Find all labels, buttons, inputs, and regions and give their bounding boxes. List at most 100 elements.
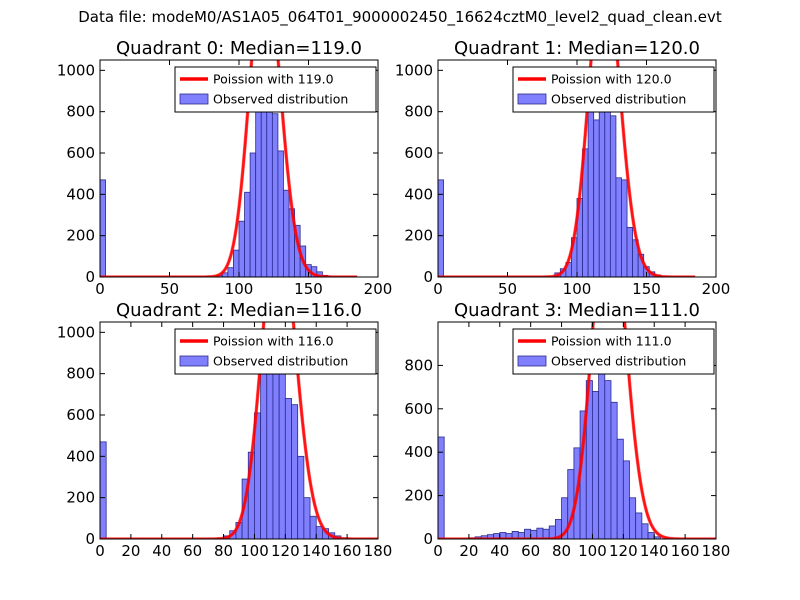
x-tick-label: 160: [333, 542, 362, 560]
x-tick-label: 0: [95, 280, 105, 298]
x-tick-label: 200: [364, 280, 393, 298]
legend-box: [512, 328, 715, 375]
histogram-bar: [610, 401, 618, 539]
legend-line-label: Poission with 119.0: [213, 72, 334, 87]
poisson-curve-core: [100, 60, 358, 277]
legend-bar-label: Observed distribution: [213, 354, 348, 369]
histogram-bar: [592, 391, 600, 539]
histogram-bar: [609, 115, 617, 277]
plot-frame: [437, 321, 717, 540]
histogram-bar: [244, 191, 251, 277]
y-tick-label: 1000: [395, 61, 433, 79]
histogram-bar: [278, 373, 286, 539]
plot-content: [438, 322, 716, 539]
histogram-bar: [438, 436, 445, 539]
x-tick-label: 200: [702, 280, 731, 298]
histogram-bar: [271, 113, 279, 277]
y-tick-label: 200: [66, 489, 95, 507]
y-tick-label: 400: [404, 185, 433, 203]
y-tick-label: 0: [85, 268, 95, 286]
y-tick-label: 400: [66, 185, 95, 203]
x-tick-label: 120: [271, 542, 300, 560]
histogram-bar: [233, 249, 240, 277]
legend-bar-swatch: [517, 93, 547, 105]
poisson-curve-core: [438, 322, 716, 539]
histogram-bar: [260, 107, 268, 277]
quadrant-0-panel: 0 50 100 150 200 0 200 400 600 800 1000 Quadrant 0:…: [57, 38, 393, 298]
legend-box: [174, 328, 377, 375]
histogram-bar: [260, 373, 268, 539]
x-tick-label: 100: [225, 280, 254, 298]
legend-bar-swatch: [179, 93, 209, 105]
x-tick-label: 140: [302, 542, 331, 560]
histogram-bar: [249, 152, 257, 277]
histogram-bar: [604, 380, 612, 539]
y-tick-label: 1000: [57, 61, 95, 79]
histogram-bar: [284, 398, 292, 539]
histogram-bar: [635, 512, 643, 539]
x-tick-label: 120: [609, 542, 638, 560]
x-tick-label: 80: [214, 542, 233, 560]
x-tick-label: 140: [640, 542, 669, 560]
legend: Poission with 119.0 Observed distribution: [174, 66, 377, 113]
histogram-bar: [604, 90, 611, 277]
legend-bar-swatch: [517, 355, 547, 367]
quadrant-3-panel: 0 20 40 60 80 100 120 140 160 180 0 200 400 600 800 Qua…: [404, 300, 730, 560]
y-tick-label: 800: [404, 356, 433, 374]
x-tick-label: 50: [160, 280, 179, 298]
panel-title: Quadrant 3: Median=111.0: [454, 300, 700, 321]
histogram-bar: [315, 526, 323, 539]
x-tick-label: 60: [521, 542, 540, 560]
x-tick-label: 150: [294, 280, 323, 298]
poisson-curve-core: [100, 322, 378, 539]
panel-title: Quadrant 0: Median=119.0: [116, 38, 362, 59]
y-tick-label: 600: [404, 144, 433, 162]
x-tick-label: 20: [121, 542, 140, 560]
y-tick-label: 600: [404, 400, 433, 418]
legend-box: [512, 66, 715, 113]
x-tick-label: 100: [578, 542, 607, 560]
histogram-bar: [647, 532, 655, 539]
x-tick-label: 100: [240, 542, 269, 560]
histogram-bar: [297, 455, 305, 539]
histogram-bar: [272, 348, 280, 539]
histogram-bar: [641, 523, 649, 539]
histogram-bar: [291, 404, 299, 539]
y-tick-label: 600: [66, 144, 95, 162]
legend-bar-label: Observed distribution: [213, 92, 348, 107]
histogram-bar: [622, 460, 630, 539]
y-tick-label: 1000: [57, 323, 95, 341]
x-tick-label: 20: [459, 542, 478, 560]
plot-frame: [99, 321, 379, 540]
y-tick-label: 800: [404, 103, 433, 121]
legend-line-label: Poission with 116.0: [213, 334, 334, 349]
y-tick-label: 800: [66, 365, 95, 383]
x-tick-label: 100: [563, 280, 592, 298]
histogram-bar: [309, 515, 317, 539]
legend-bar-label: Observed distribution: [551, 354, 686, 369]
histogram-bar: [621, 179, 628, 277]
x-tick-label: 80: [552, 542, 571, 560]
x-tick-label: 50: [498, 280, 517, 298]
histogram-bar: [277, 150, 284, 277]
histogram-bar: [616, 438, 624, 539]
x-tick-label: 40: [490, 542, 509, 560]
histogram-bar: [100, 441, 107, 539]
histogram-bar: [238, 220, 245, 277]
panel-title: Quadrant 2: Median=116.0: [116, 300, 362, 321]
y-tick-label: 800: [66, 103, 95, 121]
legend: Poission with 120.0 Observed distribution: [512, 66, 715, 113]
x-tick-label: 0: [433, 542, 443, 560]
legend-bar-swatch: [179, 355, 209, 367]
histogram-bar: [100, 179, 106, 277]
legend-line-label: Poission with 120.0: [551, 72, 672, 87]
quadrant-1-panel: 0 50 100 150 200 0 200 400 600 800 1000 Quadrant 1:…: [395, 38, 731, 298]
x-tick-label: 0: [95, 542, 105, 560]
legend-box: [174, 66, 377, 113]
histogram-bar: [266, 352, 274, 539]
x-tick-label: 0: [433, 280, 443, 298]
histogram-bar: [227, 267, 234, 277]
y-tick-label: 0: [423, 530, 433, 548]
y-tick-label: 200: [404, 227, 433, 245]
histogram-bar: [593, 119, 600, 277]
